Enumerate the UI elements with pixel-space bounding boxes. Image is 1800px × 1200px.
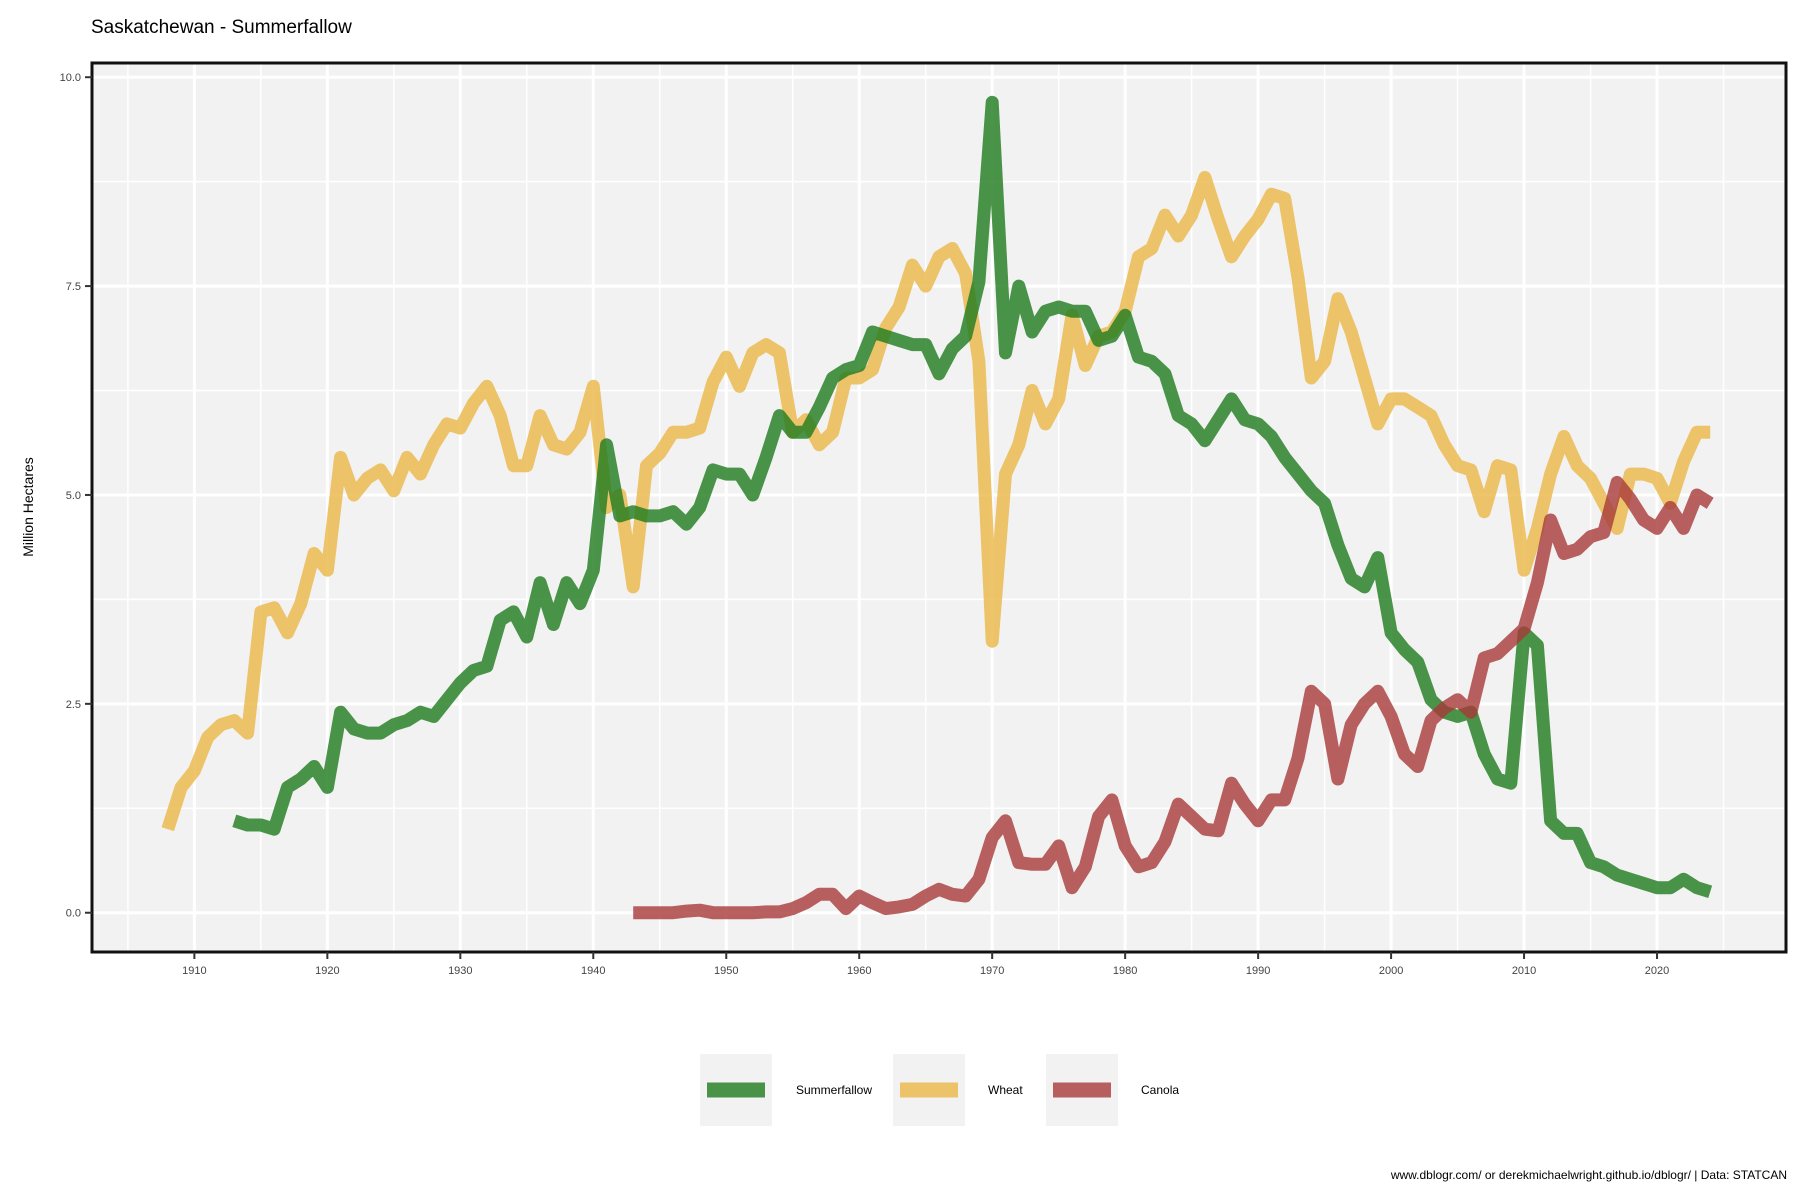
legend-label-wheat: Wheat <box>988 1083 1023 1097</box>
x-tick-label: 2010 <box>1512 965 1536 977</box>
x-tick-label: 1970 <box>980 965 1004 977</box>
x-tick-label: 1990 <box>1246 965 1270 977</box>
legend: Summerfallow Wheat Canola <box>700 1054 1179 1126</box>
plot-border <box>90 61 1788 954</box>
y-tick-label: 5.0 <box>66 490 81 502</box>
series-line-wheat <box>161 171 1711 832</box>
x-tick-label: 1940 <box>581 965 605 977</box>
x-tick-label: 2020 <box>1645 965 1669 977</box>
x-tick-label: 1910 <box>182 965 206 977</box>
axes: 1910 1920 1930 1940 1950 1960 1970 1980 1990 2000… <box>60 72 1670 977</box>
chart-caption: www.dblogr.com/ or derekmichaelwright.gi… <box>1390 1168 1787 1182</box>
y-axis-title: Million Hectares <box>20 457 36 557</box>
legend-label-canola: Canola <box>1141 1083 1179 1097</box>
y-tick-label: 0.0 <box>66 908 81 920</box>
legend-label-summerfallow: Summerfallow <box>796 1083 872 1097</box>
x-tick-label: 2000 <box>1379 965 1403 977</box>
x-tick-label: 1980 <box>1113 965 1137 977</box>
plot-panel <box>92 63 1786 952</box>
y-tick-label: 7.5 <box>66 281 81 293</box>
x-tick-label: 1950 <box>714 965 738 977</box>
x-tick-label: 1960 <box>847 965 871 977</box>
x-tick-label: 1930 <box>448 965 472 977</box>
series-lines <box>161 95 1714 920</box>
y-tick-label: 10.0 <box>60 72 81 84</box>
series-line-canola <box>633 475 1714 920</box>
x-tick-label: 1920 <box>315 965 339 977</box>
y-tick-label: 2.5 <box>66 699 81 711</box>
chart-title: Saskatchewan - Summerfallow <box>91 17 352 38</box>
